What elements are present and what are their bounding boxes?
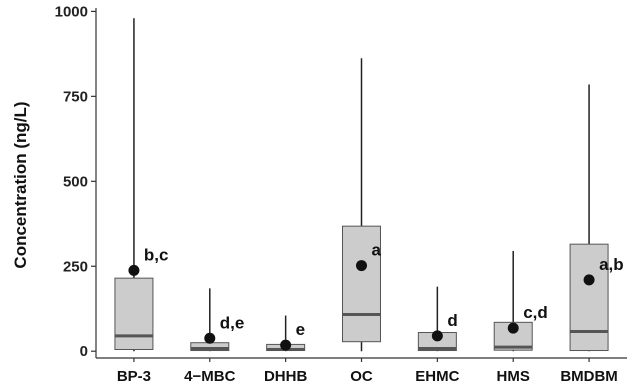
- mean-point: [507, 322, 519, 334]
- y-tick-label: 0: [80, 343, 88, 360]
- significance-label: e: [296, 320, 305, 339]
- significance-label: c,d: [523, 303, 548, 322]
- significance-label: a,b: [599, 255, 624, 274]
- significance-label: a: [372, 241, 382, 260]
- mean-point: [280, 339, 292, 351]
- y-tick-label: 500: [63, 173, 88, 190]
- y-tick-label: 1000: [55, 3, 88, 20]
- x-tick-label: 4−MBC: [184, 368, 235, 385]
- x-tick-label: DHHB: [264, 368, 307, 385]
- x-tick-label: EHMC: [415, 368, 459, 385]
- significance-label: d,e: [220, 313, 245, 332]
- mean-point: [583, 274, 595, 286]
- box-iqr: [342, 225, 381, 343]
- y-axis-title: Concentration (ng/L): [11, 101, 30, 268]
- box-iqr: [114, 277, 154, 351]
- y-tick-label: 250: [63, 258, 88, 275]
- x-tick-label: BP-3: [117, 368, 151, 385]
- significance-label: b,c: [144, 245, 169, 264]
- plot-area: 0 250 500 750 1000 b,c BP-3 d,e 4−MBC e DHHB a OC d EH…: [55, 3, 627, 385]
- x-tick-label: OC: [350, 368, 373, 385]
- mean-point: [128, 264, 140, 276]
- mean-point: [431, 330, 443, 342]
- x-tick-label: HMS: [497, 368, 530, 385]
- mean-point: [204, 332, 216, 344]
- mean-point: [356, 260, 367, 272]
- y-tick-label: 750: [63, 88, 88, 105]
- x-tick-label: BMDBM: [560, 368, 618, 385]
- significance-label: d: [447, 311, 457, 330]
